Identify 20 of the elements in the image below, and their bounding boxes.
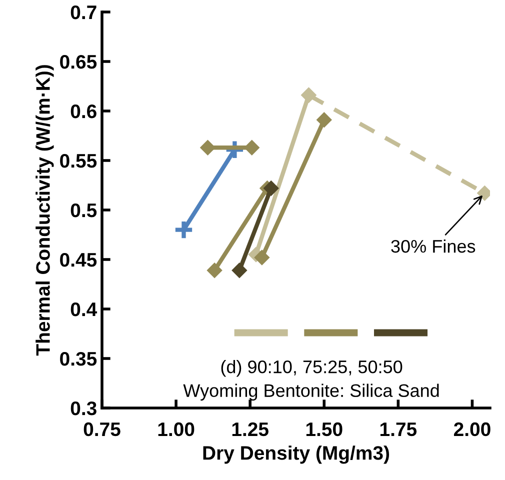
y-tick-label: 0.6	[70, 104, 96, 118]
y-tick-label: 0.65	[60, 54, 97, 69]
annotation: Wyoming Bentonite: Silica Sand	[183, 384, 439, 401]
y-tick-label: 0.4	[70, 302, 98, 316]
y-tick-label: 0.35	[60, 352, 97, 366]
x-tick-label: 0.75	[84, 422, 120, 436]
y-tick-label: 0.45	[60, 252, 97, 267]
annotation: 30% Fines	[391, 239, 476, 253]
x-tick-label: 1.75	[380, 422, 417, 436]
x-tick-label: 1.50	[306, 422, 342, 436]
y-tick-label: 0.5	[70, 203, 97, 218]
x-tick-label: 1.25	[232, 422, 268, 436]
y-tick-label: 0.3	[70, 401, 96, 416]
annotation: (d) 90:10, 75:25, 50:50	[221, 360, 402, 377]
x-tick-label: 2.00	[454, 422, 490, 436]
y-axis-title: Thermal Conductivity (W/(m·K))	[36, 65, 54, 356]
x-axis-title: Dry Density (Mg/m3)	[203, 446, 390, 464]
x-tick-label: 1.00	[158, 422, 194, 436]
y-tick-label: 0.7	[70, 5, 96, 20]
y-tick-label: 0.55	[60, 154, 97, 168]
